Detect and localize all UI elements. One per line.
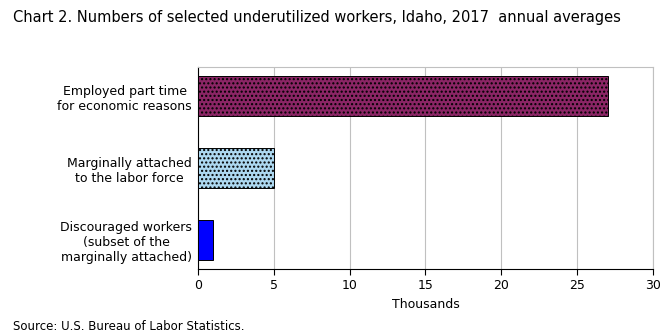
Text: Source: U.S. Bureau of Labor Statistics.: Source: U.S. Bureau of Labor Statistics. <box>13 320 245 333</box>
Bar <box>198 220 213 260</box>
X-axis label: Thousands: Thousands <box>391 298 460 311</box>
Bar <box>198 76 608 116</box>
Text: Chart 2. Numbers of selected underutilized workers, Idaho, 2017  annual averages: Chart 2. Numbers of selected underutiliz… <box>13 10 621 25</box>
Bar <box>198 148 273 188</box>
